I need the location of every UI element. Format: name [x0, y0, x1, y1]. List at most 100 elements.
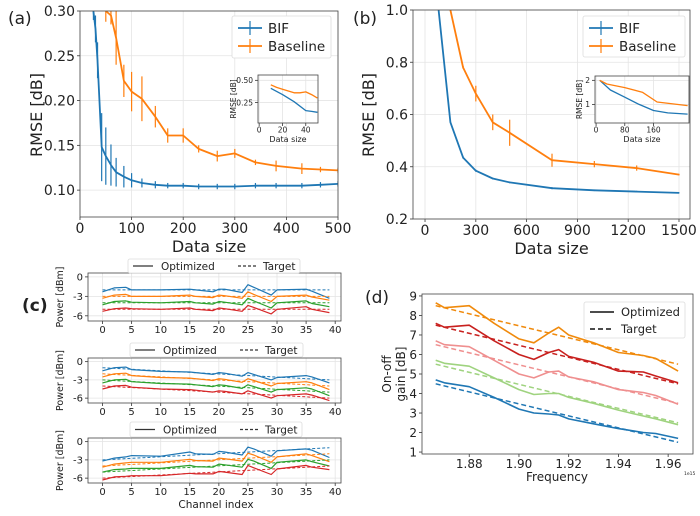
legend-label: Baseline: [619, 39, 676, 55]
y-tick-label: 0.25: [236, 98, 253, 107]
x-axis-label: Channel index: [178, 499, 253, 511]
axes-frame: [412, 9, 691, 220]
axes-frame: [421, 293, 694, 455]
y-tick-label: 1.0: [386, 3, 408, 19]
x-tick-label: 0: [99, 325, 105, 336]
panel-label: (c): [22, 296, 48, 316]
x-tick-label: 20: [212, 407, 225, 418]
target-line: [102, 459, 330, 473]
plot-content: [599, 79, 688, 115]
inset-y-axis-label: RMSE [dB]: [229, 79, 238, 118]
y-tick-label: 0.6: [386, 108, 408, 124]
y-axis-label: Power [dBm]: [55, 430, 66, 491]
x-axis-label: Data size: [172, 237, 246, 256]
y-tick-label: -6: [73, 311, 83, 322]
y-tick-label: 3: [409, 406, 417, 420]
x-tick-label: 900: [564, 223, 591, 239]
x-tick-label: 80: [620, 126, 630, 135]
x-tick-label: 35: [300, 407, 313, 418]
y-axis-label: RMSE [dB]: [27, 73, 46, 157]
optimized-line: [102, 458, 330, 473]
optimized-line: [435, 302, 679, 372]
y-tick-label: 8: [409, 309, 417, 323]
x-tick-label: 25: [242, 325, 255, 336]
x-tick-label: 15: [183, 325, 196, 336]
subplot-axes: 0 5 10 15 20 25 30 35 40 0 -3 -6: [73, 357, 342, 418]
inset-series-line-bif: [270, 87, 318, 113]
x-tick-label: 300: [462, 223, 489, 239]
x-tick-label: 25: [242, 487, 255, 498]
x-tick-label: 5: [128, 487, 134, 498]
y-tick-label: 0.15: [44, 138, 75, 154]
x-tick-label: 30: [271, 487, 284, 498]
legend-label: Target: [264, 425, 297, 437]
x-tick-label: 10: [154, 407, 167, 418]
x-tick-label: 35: [300, 487, 313, 498]
y-tick-label: -3: [73, 292, 83, 303]
x-tick-label: 160: [646, 126, 661, 135]
x-tick-label: 0: [421, 223, 430, 239]
panel-label: (d): [365, 288, 389, 308]
x-tick-label: 200: [170, 221, 197, 237]
legend-label: Target: [264, 345, 297, 357]
y-tick-label: 5: [409, 367, 417, 381]
x-tick-label: 40: [301, 126, 311, 135]
y-tick-label: 4: [409, 387, 417, 401]
plot-content: [92, 11, 338, 190]
legend-label: Optimized: [161, 261, 215, 273]
legend: Optimized Target: [583, 301, 686, 339]
legend-label: BIF: [268, 21, 289, 37]
y-tick-label: 1: [585, 100, 590, 109]
axes-frame: [594, 75, 690, 124]
x-tick-label: 500: [325, 221, 352, 237]
x-offset-label: 1e15: [684, 471, 695, 477]
x-tick-label: 40: [329, 325, 342, 336]
x-tick-label: 100: [118, 221, 145, 237]
y-tick-label: 6: [409, 348, 417, 362]
x-tick-label: 300: [221, 221, 248, 237]
x-tick-label: 15: [183, 487, 196, 498]
x-tick-label: 20: [212, 487, 225, 498]
x-tick-label: 1.92: [555, 457, 582, 471]
legend-label: Optimized: [163, 425, 217, 437]
legend: BIF Baseline: [582, 15, 686, 58]
series-line-bif: [437, 10, 680, 194]
x-tick-label: 10: [154, 325, 167, 336]
y-tick-label: 1: [409, 445, 417, 459]
legend-label: BIF: [619, 21, 640, 37]
x-tick-label: 1.94: [605, 457, 632, 471]
y-tick-label: 7: [409, 328, 417, 342]
subplot-axes: 0 5 10 15 20 25 30 35 40 0 -3 -6: [73, 437, 342, 498]
optimized-line: [102, 297, 330, 309]
plot-content: [102, 446, 330, 481]
legend: Optimized Target: [127, 258, 301, 274]
y-tick-label: 0.4: [386, 160, 408, 176]
panel-label: (a): [8, 9, 32, 29]
legend: BIF Baseline: [231, 15, 332, 59]
plot-content: [435, 302, 679, 444]
legend-label: Optimized: [163, 345, 217, 357]
target-line: [102, 447, 330, 461]
y-tick-label: 0.10: [44, 183, 75, 199]
x-tick-label: 15: [183, 407, 196, 418]
x-tick-label: 5: [128, 325, 134, 336]
axes-frame: [257, 74, 319, 124]
x-tick-label: 1200: [610, 223, 646, 239]
x-tick-label: 1.90: [506, 457, 533, 471]
optimized-line: [102, 452, 330, 468]
optimized-line: [102, 291, 330, 303]
y-tick-label: -3: [73, 455, 83, 466]
inset-axes: 0 20 40 0.25 0.50: [236, 74, 319, 135]
legend-label: Target: [262, 261, 295, 273]
axes-frame: [87, 437, 342, 484]
x-tick-label: 30: [271, 325, 284, 336]
y-tick-label: -3: [73, 375, 83, 386]
optimized-line: [102, 304, 330, 315]
legend-frame: [129, 342, 304, 358]
x-axis-label: Frequency: [526, 470, 588, 484]
x-tick-label: 30: [271, 407, 284, 418]
y-tick-label: 0.2: [386, 212, 408, 228]
y-tick-label: 0.25: [44, 49, 75, 65]
y-axis-label-line1: On-off: [380, 355, 394, 393]
